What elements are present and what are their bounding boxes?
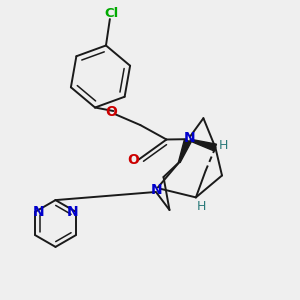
Text: N: N (33, 205, 45, 219)
Polygon shape (178, 140, 191, 162)
Polygon shape (190, 139, 216, 151)
Text: H: H (219, 139, 228, 152)
Text: H: H (197, 200, 206, 213)
Text: N: N (151, 184, 163, 197)
Text: O: O (127, 153, 139, 166)
Text: O: O (105, 106, 117, 119)
Text: N: N (184, 131, 195, 145)
Text: N: N (66, 205, 78, 219)
Text: Cl: Cl (104, 8, 118, 20)
